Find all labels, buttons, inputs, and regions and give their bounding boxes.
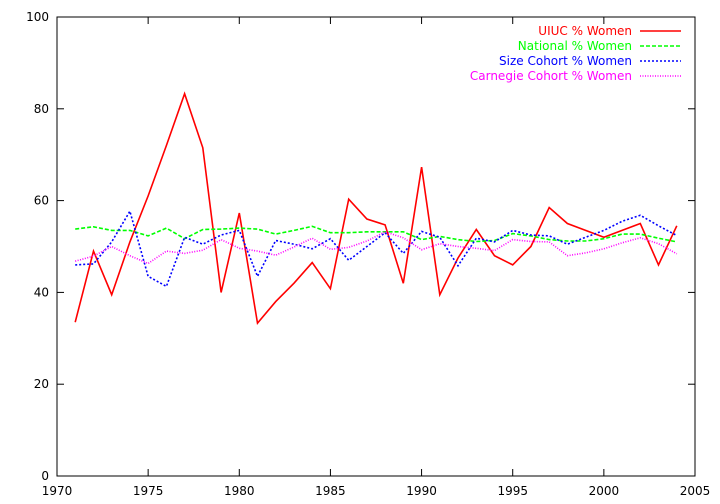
x-tick-label: 1990 — [406, 484, 437, 498]
y-tick-label: 0 — [41, 469, 49, 483]
y-tick-label: 60 — [34, 194, 49, 208]
x-tick-label: 1980 — [224, 484, 255, 498]
x-tick-label: 1970 — [42, 484, 73, 498]
plot-frame — [56, 16, 696, 477]
legend-label: UIUC % Women — [538, 24, 632, 38]
x-tick-label: 1995 — [497, 484, 528, 498]
x-tick-label: 1975 — [133, 484, 164, 498]
y-tick-label: 80 — [34, 102, 49, 116]
x-tick-label: 2005 — [680, 484, 711, 498]
x-tick-label: 1985 — [315, 484, 346, 498]
y-tick-label: 20 — [34, 377, 49, 391]
legend-label: Carnegie Cohort % Women — [470, 69, 632, 83]
series-line-size-cohort-women — [75, 209, 678, 288]
series-lines — [74, 91, 678, 326]
y-tick-label: 40 — [34, 285, 49, 299]
legend-label: National % Women — [518, 39, 632, 53]
legend-label: Size Cohort % Women — [499, 54, 632, 68]
x-tick-label: 2000 — [589, 484, 620, 498]
axis-ticks: 1970 1975 1980 1985 1990 1995 2000 2005 0 20 40 60 8… — [26, 10, 710, 498]
series-line-uiuc-women — [74, 91, 678, 326]
y-tick-label: 100 — [26, 10, 49, 24]
